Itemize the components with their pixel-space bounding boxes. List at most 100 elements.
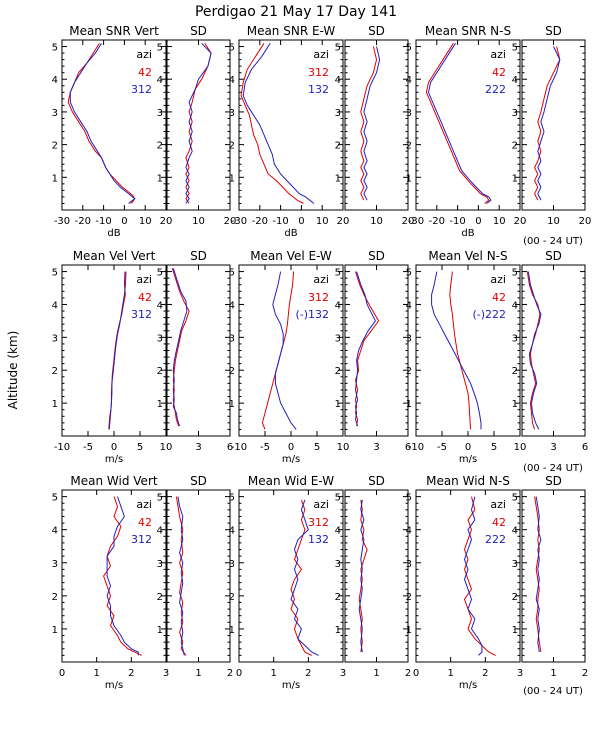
y-tick-label: 3 [335, 333, 341, 344]
panel-17: SD 1 2 3 4 5 1 2 [512, 474, 589, 679]
y-tick-label: 2 [335, 366, 341, 377]
y-tick-label: 1 [229, 625, 235, 636]
legend-entry: 42 [138, 66, 152, 79]
panel-5: SD 1 2 3 4 5 10 20 [512, 24, 592, 227]
y-tick-label: 1 [335, 625, 341, 636]
x-tick-label: -30 [54, 216, 70, 227]
y-tick-label: 5 [157, 268, 163, 279]
series-line-red [449, 271, 472, 430]
x-axis-label: m/s [105, 454, 123, 465]
x-tick-label: 0 [121, 216, 127, 227]
x-tick-label: 3 [340, 668, 346, 679]
x-tick-label: 10 [139, 216, 152, 227]
series-line-red [171, 268, 190, 427]
legend-header: azi [313, 498, 329, 511]
legend-entry: 42 [492, 66, 506, 79]
series-line-red [534, 496, 542, 653]
legend-header: azi [136, 498, 152, 511]
y-tick-label: 5 [406, 493, 412, 504]
y-tick-label: 3 [335, 108, 341, 119]
x-tick-label: 1 [195, 668, 201, 679]
x-tick-label: 10 [514, 442, 527, 453]
y-tick-label: 5 [335, 268, 341, 279]
legend-header: azi [490, 498, 506, 511]
x-tick-label: 20 [337, 216, 350, 227]
y-tick-label: 5 [229, 493, 235, 504]
x-tick-label: 10 [316, 216, 329, 227]
x-tick-label: 0 [59, 668, 65, 679]
x-tick-label: -10 [95, 216, 111, 227]
x-tick-label: 0 [236, 668, 242, 679]
y-tick-label: 1 [157, 399, 163, 410]
y-tick-label: 4 [157, 75, 163, 86]
y-tick-label: 5 [512, 493, 518, 504]
series-line-blue [535, 496, 542, 653]
x-tick-label: 20 [224, 216, 237, 227]
x-tick-label: -5 [437, 442, 447, 453]
y-tick-label: 5 [157, 493, 163, 504]
x-tick-label: -10 [408, 442, 424, 453]
figure-title: Perdigao 21 May 17 Day 141 [195, 4, 397, 20]
y-tick-label: 4 [229, 526, 235, 537]
panel-1: SD 1 2 3 4 5 10 20 [157, 24, 237, 227]
x-tick-label: 6 [582, 442, 588, 453]
series-line-blue [69, 43, 136, 204]
x-tick-label: 10 [337, 442, 350, 453]
panel-frame [521, 489, 586, 663]
x-tick-label: 0 [465, 442, 471, 453]
legend-entry: 312 [131, 83, 152, 96]
y-tick-label: 4 [52, 526, 58, 537]
y-tick-label: 3 [512, 333, 518, 344]
x-tick-label: -5 [83, 442, 93, 453]
series-line-red [360, 46, 378, 201]
x-tick-label: 10 [370, 216, 383, 227]
panel-9: SD 1 2 3 4 5 3 6 [335, 249, 412, 453]
y-tick-label: 3 [52, 333, 58, 344]
y-tick-label: 4 [406, 300, 412, 311]
y-tick-label: 2 [157, 141, 163, 152]
y-tick-label: 1 [52, 625, 58, 636]
x-tick-label: 5 [491, 442, 497, 453]
panel-title: SD [368, 474, 385, 488]
y-tick-label: 3 [406, 559, 412, 570]
x-axis-label: dB [284, 228, 297, 239]
y-tick-label: 1 [229, 173, 235, 184]
y-tick-label: 1 [335, 173, 341, 184]
y-tick-label: 1 [406, 625, 412, 636]
series-line-red [108, 271, 126, 430]
x-tick-label: 20 [160, 216, 173, 227]
time-note-row-1: (00 - 24 UT) [523, 236, 583, 247]
y-tick-label: 4 [406, 75, 412, 86]
y-tick-label: 4 [335, 300, 341, 311]
y-tick-label: 3 [52, 108, 58, 119]
y-tick-label: 5 [52, 43, 58, 54]
x-tick-label: 3 [195, 442, 201, 453]
x-tick-label: 3 [373, 442, 379, 453]
y-tick-label: 2 [512, 366, 518, 377]
y-tick-label: 5 [512, 268, 518, 279]
legend-header: azi [136, 273, 152, 286]
series-line-blue [363, 46, 381, 201]
series-line-red [185, 43, 212, 204]
panel-title: Mean Wid N-S [426, 474, 510, 488]
panel-frame [166, 489, 231, 663]
legend-entry: 42 [138, 291, 152, 304]
x-tick-label: 2 [405, 668, 411, 679]
x-tick-label: 10 [493, 216, 506, 227]
x-tick-label: 1 [447, 668, 453, 679]
y-tick-label: 1 [52, 399, 58, 410]
y-tick-label: 1 [512, 173, 518, 184]
panel-title: Mean Vel Vert [73, 249, 156, 263]
y-tick-label: 2 [52, 366, 58, 377]
y-tick-label: 5 [229, 268, 235, 279]
x-tick-label: 2 [227, 668, 233, 679]
panel-3: SD 1 2 3 4 5 10 20 [335, 24, 415, 227]
y-tick-label: 3 [406, 333, 412, 344]
panel-15: SD 1 2 3 4 5 1 2 [335, 474, 412, 679]
panel-title: SD [368, 24, 385, 38]
series-line-blue [427, 43, 492, 204]
